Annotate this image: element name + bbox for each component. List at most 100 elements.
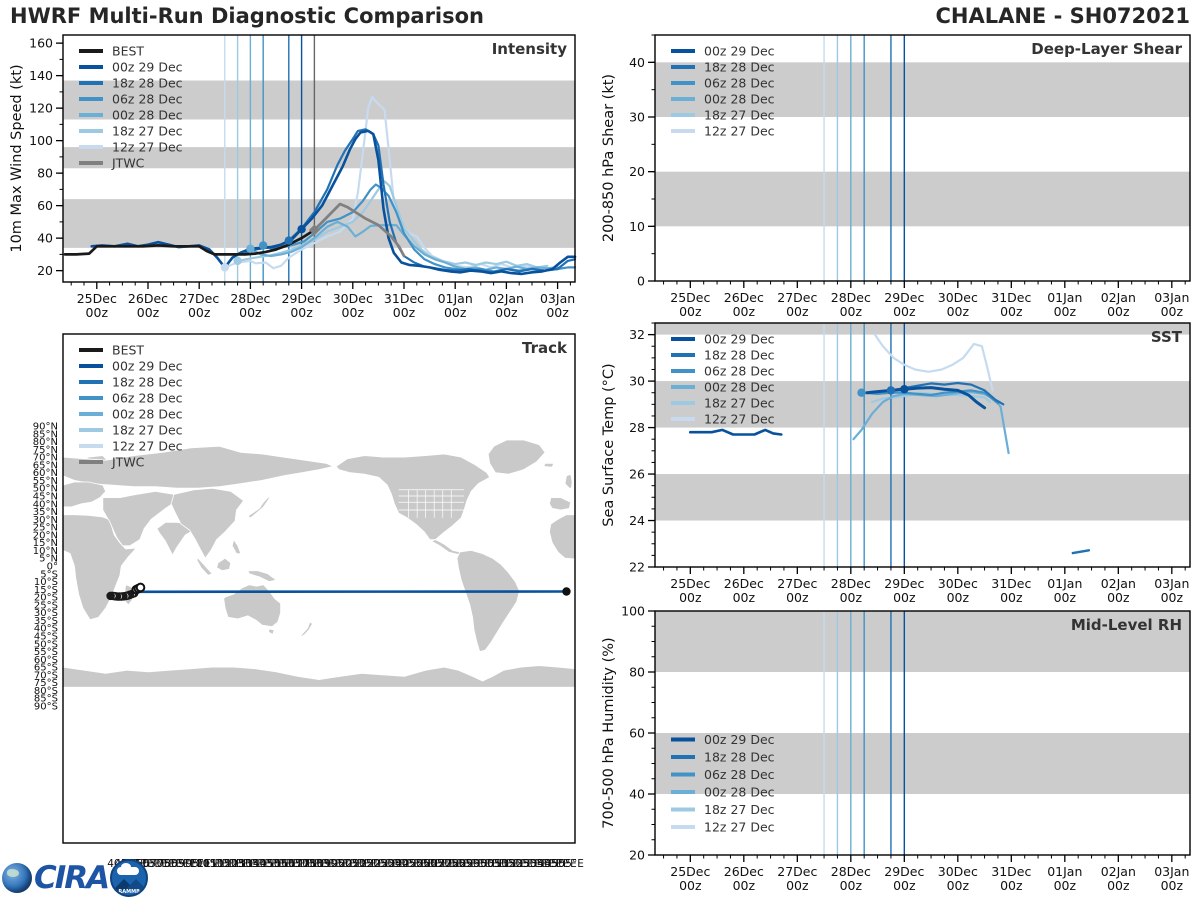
legend-label: 18z 27 Dec [704, 396, 775, 411]
y-tick-label: 28 [629, 420, 645, 435]
x-tick-date: 02Jan [1101, 576, 1136, 591]
x-tick-hour: 00z [495, 305, 518, 320]
legend-label: BEST [112, 44, 144, 59]
x-axis: 25Dec00z26Dec00z27Dec00z28Dec00z29Dec00z… [664, 281, 1190, 319]
x-tick-hour: 00z [947, 878, 970, 893]
x-tick-hour: 00z [1054, 304, 1077, 319]
legend-label: 12z 27 Dec [704, 412, 775, 427]
landmass [232, 540, 241, 554]
landmass [248, 496, 271, 518]
landmass [269, 629, 275, 634]
legend-label: 12z 27 Dec [704, 820, 775, 835]
x-tick-hour: 00z [1000, 590, 1023, 605]
init-marker [246, 244, 254, 252]
x-tick-hour: 00z [1000, 304, 1023, 319]
legend-label: JTWC [111, 156, 145, 171]
y-tick-label: 60 [629, 726, 645, 741]
init-marker [259, 241, 267, 249]
landmass [217, 558, 231, 571]
x-tick-date: 03Jan [540, 291, 575, 306]
x-tick-date: 02Jan [1101, 290, 1136, 305]
x-tick-date: 26Dec [724, 576, 764, 591]
x-tick-hour: 00z [239, 305, 262, 320]
x-tick-date: 26Dec [128, 291, 168, 306]
panel-intensity: 25Dec00z26Dec00z27Dec00z28Dec00z29Dec00z… [9, 35, 575, 320]
svg-text:355°E: 355°E [552, 858, 584, 870]
x-tick-hour: 00z [1054, 878, 1077, 893]
y-tick-label: 10 [629, 219, 645, 234]
legend-label: 00z 28 Dec [704, 380, 775, 395]
x-tick-hour: 00z [86, 305, 109, 320]
x-tick-hour: 00z [1107, 304, 1130, 319]
x-tick-hour: 00z [679, 590, 702, 605]
x-tick-hour: 00z [786, 878, 809, 893]
y-tick-label: 60 [37, 198, 53, 213]
x-tick-date: 03Jan [1154, 864, 1189, 879]
y-tick-label: 40 [37, 231, 53, 246]
x-tick-date: 31Dec [991, 576, 1031, 591]
x-tick-date: 26Dec [724, 864, 764, 879]
y-tick-label: 100 [29, 133, 53, 148]
rammb-logo-text: RAMMB [112, 889, 146, 895]
legend-label: 18z 28 Dec [112, 76, 183, 91]
x-tick-hour: 00z [947, 590, 970, 605]
legend-label: 12z 27 Dec [704, 124, 775, 139]
x-tick-date: 28Dec [831, 290, 871, 305]
landmass [565, 474, 572, 488]
legend-label: 06z 28 Dec [112, 92, 183, 107]
world-map [63, 440, 575, 687]
y-tick-label: 30 [629, 110, 645, 125]
x-tick-hour: 00z [393, 305, 416, 320]
x-tick-date: 30Dec [938, 290, 978, 305]
x-tick-hour: 00z [1107, 878, 1130, 893]
future-position-circle [137, 584, 145, 592]
x-tick-date: 29Dec [884, 290, 924, 305]
x-tick-hour: 00z [893, 878, 916, 893]
legend-label: BEST [112, 343, 144, 358]
x-tick-date: 29Dec [884, 864, 924, 879]
x-tick-hour: 00z [840, 878, 863, 893]
panel-title: Track [522, 339, 568, 357]
y-axis-label: Sea Surface Temp (°C) [601, 363, 617, 526]
landmass [171, 488, 244, 558]
legend-label: 18z 28 Dec [704, 60, 775, 75]
track-end-dot [562, 587, 570, 595]
panel-track: 90°N85°N80°N75°N70°N65°N60°N55°N50°N45°N… [33, 334, 584, 870]
category-band [655, 172, 1190, 227]
y-tick-label: 0 [637, 274, 645, 289]
legend-label: 12z 27 Dec [112, 140, 183, 155]
panel-title: Mid-Level RH [1071, 616, 1182, 634]
y-axis-label: 700-500 hPa Humidity (%) [601, 637, 617, 828]
y-tick-label: 80 [37, 166, 53, 181]
x-tick-date: 31Dec [384, 291, 424, 306]
category-band [655, 474, 1190, 520]
y-tick-label: 80 [629, 665, 645, 680]
x-tick-date: 03Jan [1154, 576, 1189, 591]
y-tick-label: 20 [629, 848, 645, 863]
legend-label: 18z 27 Dec [112, 124, 183, 139]
x-tick-date: 30Dec [333, 291, 373, 306]
panel-sst: 25Dec00z26Dec00z27Dec00z28Dec00z29Dec00z… [601, 323, 1190, 605]
legend-label: 00z 29 Dec [704, 732, 775, 747]
cira-logo-text: CIRA [34, 863, 108, 893]
init-marker [221, 263, 229, 271]
best-position-dot [107, 592, 114, 599]
landmass [549, 498, 570, 510]
x-tick-hour: 00z [893, 590, 916, 605]
landmass [549, 515, 575, 559]
cira-rammb-logo: CIRA RAMMB [2, 856, 148, 900]
y-tick-label: 20 [37, 263, 53, 278]
panel-rh: 25Dec00z26Dec00z27Dec00z28Dec00z29Dec00z… [601, 604, 1190, 894]
legend-label: 00z 28 Dec [704, 785, 775, 800]
x-tick-hour: 00z [1161, 304, 1184, 319]
y-axis-label: 10m Max Wind Speed (kt) [9, 64, 25, 252]
x-tick-date: 25Dec [77, 291, 117, 306]
init-marker [233, 257, 241, 265]
y-tick-label: 32 [629, 327, 645, 342]
x-tick-date: 27Dec [179, 291, 219, 306]
x-tick-date: 01Jan [438, 291, 473, 306]
